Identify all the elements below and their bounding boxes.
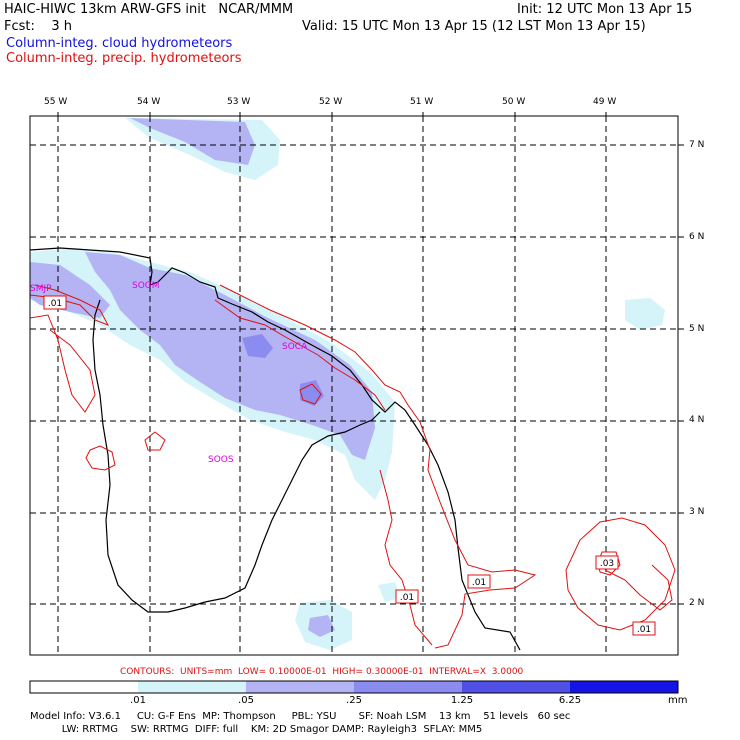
contour-label: .03 [600,559,614,569]
station-label: SOGM [132,281,160,291]
lon-label: 51 W [410,97,434,107]
lat-label: 3 N [689,507,705,517]
contour-labels: .01 .01 .01 .03 .01 [43,295,656,636]
colorbar [29,680,679,694]
map-ticks [57,112,684,605]
colorbar-label: .25 [346,695,362,706]
lat-lon-grid [30,116,678,655]
colorbar-bin [138,681,246,693]
lon-label: 55 W [44,97,68,107]
colorbar-unit: mm [668,695,688,706]
contours-info: CONTOURS: UNITS=mm LOW= 0.10000E-01 HIGH… [120,667,524,677]
contour-label: .01 [48,299,62,309]
colorbar-bin [30,681,138,693]
colorbar-label: 6.25 [558,695,582,706]
contour-label: .01 [400,593,414,603]
precip-contours [30,284,676,649]
colorbar-bin [354,681,462,693]
lat-label: 4 N [689,415,705,425]
lon-label: 50 W [502,97,526,107]
colorbar-bin [246,681,354,693]
model-info-line1: Model Info: V3.6.1 CU: G-F Ens MP: Thomp… [30,711,571,722]
lon-label: 53 W [227,97,251,107]
header-forecast: Fcst: 3 h [4,19,73,34]
model-info-line2: LW: RRTMG SW: RRTMG DIFF: full KM: 2D Sm… [30,724,483,735]
station-label: SMJP [30,284,52,294]
map-frame [29,115,679,656]
lat-label: 7 N [689,140,705,150]
lat-label: 5 N [689,324,705,334]
header-init: Init: 12 UTC Mon 13 Apr 15 [517,2,693,17]
field-precip-label: Column-integ. precip. hydrometeors [6,51,242,66]
colorbar-bin [570,681,678,693]
contour-label: .01 [637,625,651,635]
lon-label: 52 W [319,97,343,107]
header-title: HAIC-HIWC 13km ARW-GFS init NCAR/MMM [4,2,294,17]
lat-label: 6 N [689,232,705,242]
lon-label: 54 W [137,97,161,107]
station-labels: SMJP SOGM SOCA SOOS [30,281,308,465]
contour-label: .01 [472,578,486,588]
colorbar-label: .01 [130,695,146,706]
field-cloud-label: Column-integ. cloud hydrometeors [6,36,233,51]
station-label: SOOS [208,455,234,465]
cloud-field-mid [30,118,375,637]
coastline [30,247,521,651]
header-valid: Valid: 15 UTC Mon 13 Apr 15 (12 LST Mon … [302,19,646,34]
station-label: SOCA [282,342,308,352]
colorbar-label: .05 [238,695,254,706]
colorbar-bin [462,681,570,693]
lat-label: 2 N [689,598,705,608]
lon-label: 49 W [593,97,617,107]
colorbar-label: 1.25 [450,695,474,706]
